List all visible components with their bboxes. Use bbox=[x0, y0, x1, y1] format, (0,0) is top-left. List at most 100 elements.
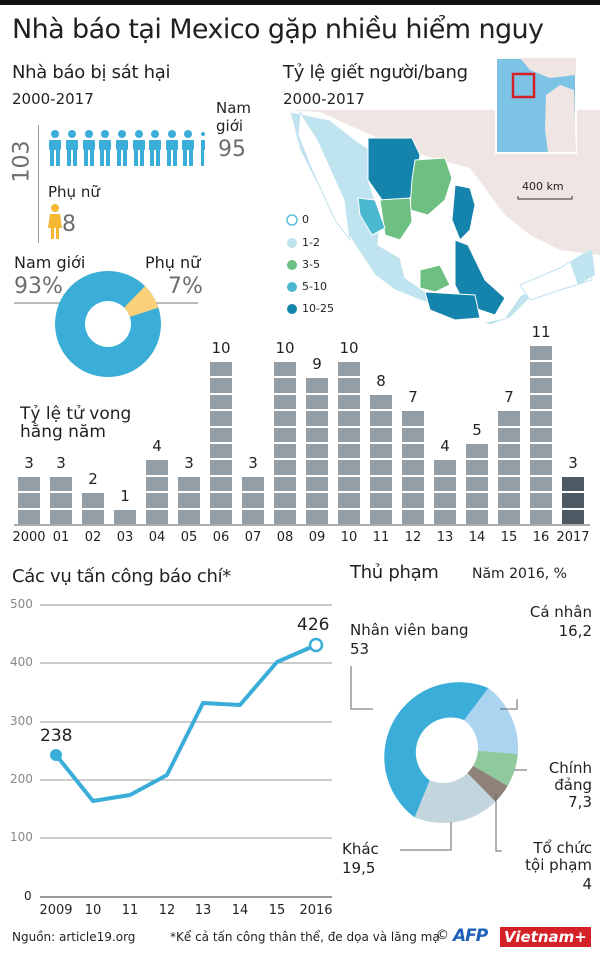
person-icon bbox=[149, 130, 161, 166]
person-icon bbox=[166, 130, 178, 166]
annual-title-1: Tỷ lệ tử vong bbox=[20, 404, 132, 424]
bar-block bbox=[146, 493, 168, 508]
bar-block bbox=[498, 509, 520, 524]
bar-block bbox=[434, 509, 456, 524]
perp-party-line1: Chính bbox=[548, 759, 592, 777]
bar-block bbox=[274, 460, 296, 475]
bar-block bbox=[402, 476, 424, 492]
bar-block bbox=[210, 411, 232, 426]
ytick-500: 500 bbox=[10, 597, 33, 611]
female-icon bbox=[48, 204, 62, 239]
bar-x-label: 06 bbox=[212, 530, 230, 545]
perpetrator-leaders bbox=[350, 666, 527, 852]
bar-x-label: 12 bbox=[404, 530, 422, 545]
bar-block bbox=[402, 427, 424, 442]
bar-block bbox=[50, 493, 72, 508]
bar-block bbox=[530, 427, 552, 442]
perp-subtitle: Năm 2016, % bbox=[472, 566, 567, 582]
bar-block bbox=[306, 378, 328, 393]
bar-value-label: 3 bbox=[248, 453, 258, 472]
bar-block bbox=[402, 444, 424, 459]
bar-block bbox=[274, 444, 296, 459]
bar-block bbox=[370, 460, 392, 475]
bar-block bbox=[338, 378, 360, 393]
line-x-label: 10 bbox=[84, 903, 102, 918]
person-icon bbox=[83, 130, 95, 166]
perp-party-line2: đảng bbox=[554, 776, 592, 794]
perp-crime-line1: Tổ chức bbox=[533, 839, 592, 857]
gender-donut bbox=[55, 271, 161, 377]
bar-block bbox=[370, 509, 392, 524]
map-scale: 400 km bbox=[522, 180, 564, 193]
bar-block bbox=[274, 427, 296, 442]
bar-block bbox=[306, 427, 328, 442]
bar-x-label: 11 bbox=[372, 530, 390, 545]
bar-block bbox=[210, 394, 232, 410]
bar-value-label: 7 bbox=[408, 388, 418, 407]
bar-x-label: 09 bbox=[308, 530, 326, 545]
ytick-200: 200 bbox=[10, 772, 33, 786]
attacks-title: Các vụ tấn công báo chí* bbox=[12, 566, 231, 587]
bar-value-label: 3 bbox=[184, 453, 194, 472]
bar-block bbox=[530, 345, 552, 360]
bar-block bbox=[82, 493, 104, 508]
bar-block bbox=[18, 509, 40, 524]
attacks-last-value: 426 bbox=[297, 615, 330, 635]
bar-block bbox=[306, 476, 328, 492]
bar-block bbox=[562, 476, 584, 492]
bar-value-label: 2 bbox=[88, 470, 98, 489]
bar-block bbox=[242, 476, 264, 492]
bar-block bbox=[242, 509, 264, 524]
bar-block bbox=[466, 493, 488, 508]
bar-block bbox=[530, 411, 552, 426]
bar-block bbox=[498, 493, 520, 508]
line-x-label: 11 bbox=[121, 903, 139, 918]
line-x-label: 15 bbox=[268, 903, 286, 918]
bar-block bbox=[306, 394, 328, 410]
female-label: Phụ nữ bbox=[48, 183, 100, 201]
bar-block bbox=[338, 476, 360, 492]
bar-x-label: 14 bbox=[468, 530, 486, 545]
person-icon bbox=[182, 130, 194, 166]
bar-block bbox=[370, 411, 392, 426]
perp-individual-name: Cá nhân bbox=[529, 603, 592, 621]
perp-other-name: Khác bbox=[342, 840, 379, 858]
bar-value-label: 11 bbox=[531, 322, 551, 341]
bar-block bbox=[146, 460, 168, 475]
person-icon bbox=[116, 130, 128, 166]
bar-block bbox=[306, 444, 328, 459]
bar-block bbox=[402, 493, 424, 508]
inset-map bbox=[495, 57, 577, 154]
bar-value-label: 8 bbox=[376, 371, 386, 390]
bar-x-label: 02 bbox=[84, 530, 102, 545]
person-icon bbox=[99, 130, 111, 166]
bar-block bbox=[146, 509, 168, 524]
bar-x-label: 15 bbox=[500, 530, 518, 545]
bar-x-label: 01 bbox=[52, 530, 70, 545]
bar-value-label: 10 bbox=[339, 339, 359, 357]
bar-x-label: 05 bbox=[180, 530, 198, 545]
bar-block bbox=[530, 493, 552, 508]
bar-value-label: 3 bbox=[24, 453, 34, 472]
bar-block bbox=[50, 509, 72, 524]
bar-block bbox=[338, 362, 360, 377]
bar-block bbox=[210, 378, 232, 393]
bar-value-label: 4 bbox=[440, 437, 450, 456]
bar-value-label: 1 bbox=[120, 486, 130, 505]
male-label-2: giới bbox=[216, 117, 244, 135]
killed-title: Nhà báo bị sát hại bbox=[12, 62, 171, 83]
bar-x-label: 16 bbox=[532, 530, 550, 545]
bar-value-label: 10 bbox=[275, 339, 295, 357]
top-bar bbox=[0, 0, 600, 5]
line-x-label: 13 bbox=[194, 903, 212, 918]
bar-x-label: 2017 bbox=[556, 530, 590, 545]
bar-block bbox=[338, 427, 360, 442]
legend-label-4: 10-25 bbox=[302, 302, 334, 315]
bar-block bbox=[210, 493, 232, 508]
bar-x-label: 10 bbox=[340, 530, 358, 545]
bar-value-label: 5 bbox=[472, 421, 482, 439]
gender-male-pct: 93% bbox=[14, 274, 63, 299]
bar-value-label: 3 bbox=[568, 453, 578, 472]
bar-value-label: 3 bbox=[56, 453, 66, 472]
bar-block bbox=[498, 476, 520, 492]
